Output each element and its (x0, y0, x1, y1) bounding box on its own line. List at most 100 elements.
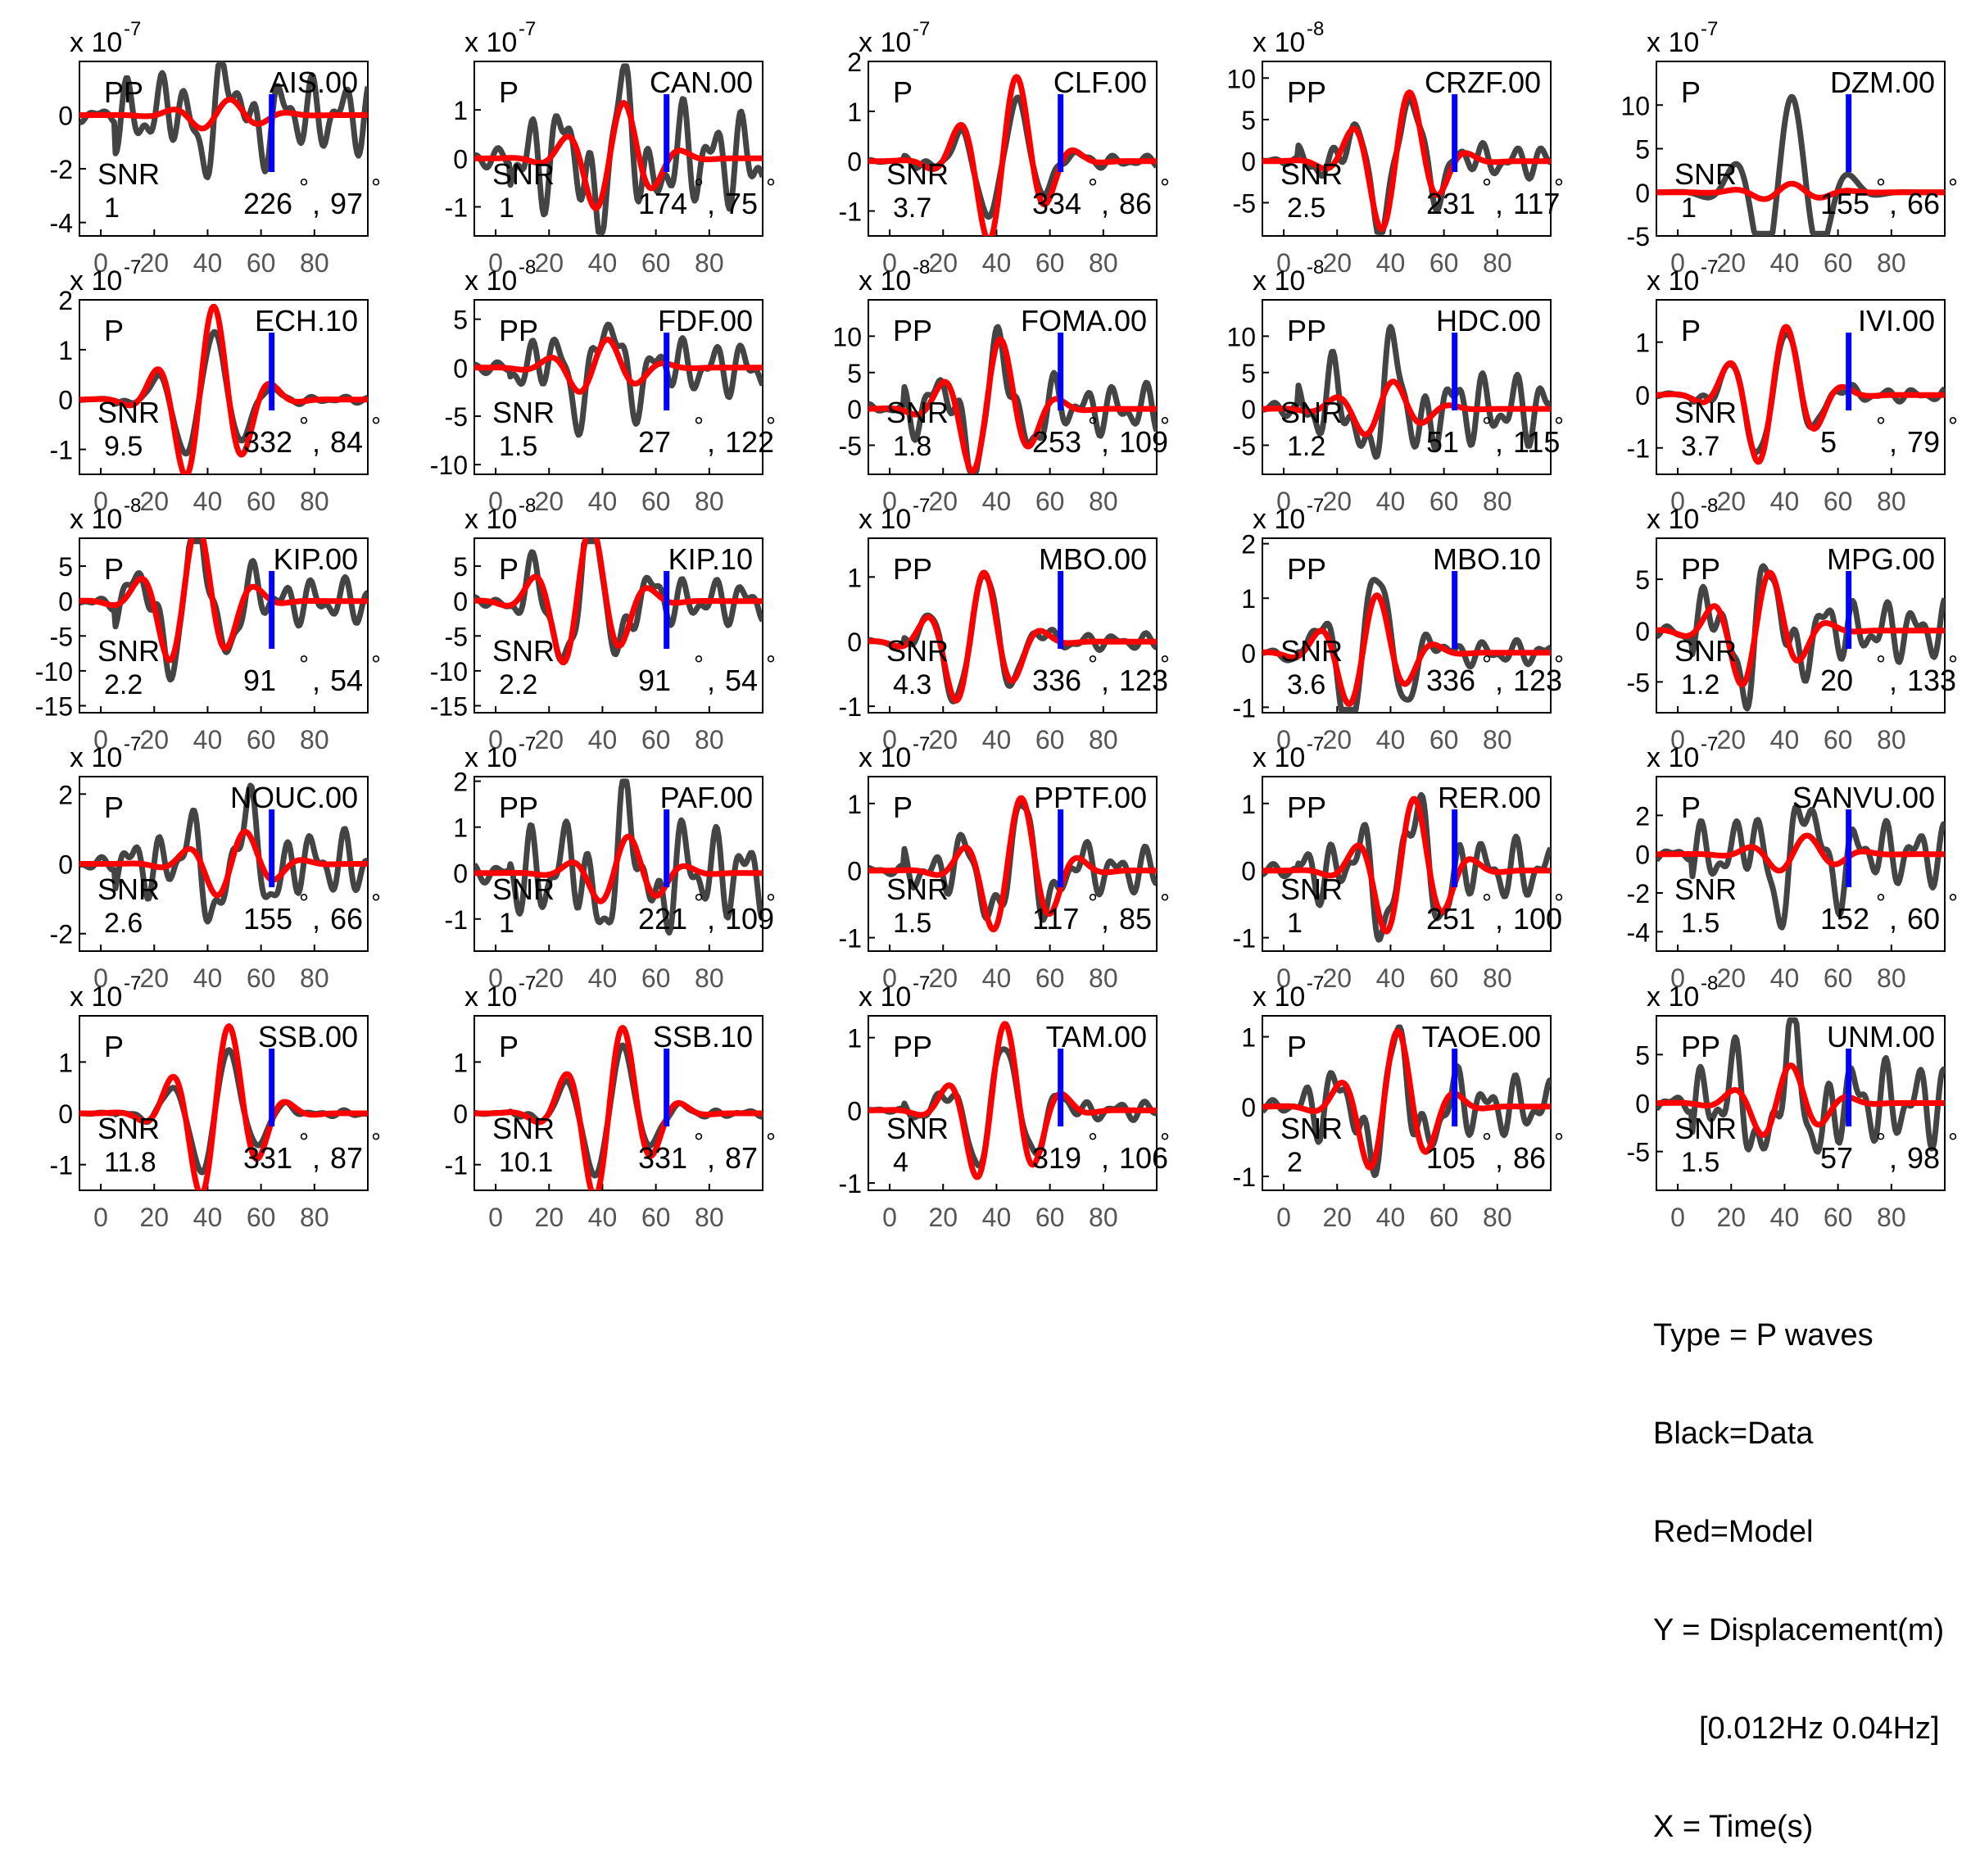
x-tick-label: 60 (1035, 487, 1065, 516)
axes-frame (473, 1015, 763, 1191)
distance-value: 97 (330, 187, 363, 220)
y-exponent-label: x 10 (464, 27, 517, 58)
y-exponent-label: x 10 (859, 504, 911, 535)
x-tick-label: 20 (928, 248, 958, 278)
snr-value: 1.8 (893, 431, 931, 462)
x-tick-label: 0 (1276, 963, 1291, 993)
azimuth-value: 332 (243, 425, 292, 459)
y-tick-label: -1 (839, 924, 862, 954)
separator: , (1101, 425, 1109, 459)
azimuth-value: 51 (1426, 425, 1459, 459)
x-tick-label: 20 (928, 963, 958, 993)
phase-label: P (1287, 1030, 1307, 1063)
x-tick-label: 20 (139, 1203, 169, 1232)
separator: , (312, 187, 320, 220)
y-exponent-label: x 10 (70, 27, 122, 58)
phase-label: PP (1287, 791, 1326, 824)
x-tick-label: 20 (1716, 963, 1746, 993)
degree-symbol: ° (694, 890, 704, 917)
x-tick-label: 80 (1089, 487, 1118, 516)
model-trace (1656, 180, 1945, 202)
y-exponent-label: x 10 (1647, 27, 1699, 58)
x-tick-label: 60 (247, 725, 276, 754)
degree-symbol: ° (1876, 651, 1886, 678)
y-tick-label: 0 (1635, 179, 1650, 208)
x-tick-label: 40 (193, 963, 223, 993)
x-tick-label: 40 (1770, 248, 1800, 278)
degree-symbol: ° (1876, 1129, 1886, 1156)
x-tick-label: 40 (193, 248, 223, 278)
y-exponent-value: -7 (124, 733, 141, 755)
y-tick-label: -1 (839, 1169, 862, 1199)
x-tick-label: 60 (641, 487, 671, 516)
separator: , (707, 425, 715, 459)
y-exponent-value: -8 (1701, 972, 1718, 995)
separator: , (312, 664, 320, 697)
degree-symbol: ° (1482, 413, 1492, 440)
axes-frame (1262, 776, 1552, 952)
x-tick-label: 60 (1035, 1203, 1065, 1232)
degree-symbol: ° (1088, 413, 1098, 440)
snr-label: SNR (492, 396, 555, 429)
distance-value: 123 (1513, 664, 1562, 697)
x-tick-label: 20 (534, 1203, 564, 1232)
y-tick-label: 1 (847, 1024, 862, 1054)
model-trace (474, 833, 763, 904)
x-tick-label: 40 (982, 487, 1012, 516)
y-tick-label: 1 (1241, 790, 1256, 819)
axes-frame (1656, 299, 1946, 475)
y-exponent-value: -7 (1307, 495, 1324, 517)
axes-frame (79, 537, 369, 714)
station-label: TAOE.00 (1422, 1020, 1541, 1054)
separator: , (1101, 664, 1109, 697)
distance-value: 109 (1119, 425, 1168, 459)
station-label: TAM.00 (1046, 1020, 1147, 1054)
x-tick-label: 20 (1716, 487, 1746, 516)
x-tick-label: 0 (488, 963, 503, 993)
model-trace (474, 1025, 763, 1190)
x-tick-label: 40 (982, 1203, 1012, 1232)
x-tick-label: 40 (982, 248, 1012, 278)
y-tick-label: -5 (1627, 668, 1650, 697)
data-trace (474, 778, 763, 936)
x-tick-label: 60 (247, 248, 276, 278)
y-tick-label: 0 (1635, 381, 1650, 410)
axes-frame (79, 61, 369, 237)
y-tick-label: 0 (58, 386, 73, 415)
y-exponent-value: -7 (519, 18, 536, 40)
degree-symbol: ° (299, 413, 309, 440)
x-tick-label: 80 (1877, 487, 1906, 516)
x-tick-label: 80 (1877, 1203, 1906, 1232)
axes-frame (868, 1015, 1158, 1191)
axes-frame (473, 537, 763, 714)
x-tick-label: 40 (1376, 963, 1406, 993)
snr-label: SNR (1280, 634, 1343, 668)
x-tick-label: 0 (488, 487, 503, 516)
y-exponent-label: x 10 (1647, 265, 1699, 297)
y-tick-label: 5 (1241, 106, 1256, 135)
axes-frame (868, 537, 1158, 714)
y-exponent-value: -7 (124, 18, 141, 40)
separator: , (312, 902, 320, 936)
snr-value: 1 (1287, 908, 1303, 939)
y-exponent-label: x 10 (70, 504, 122, 535)
y-tick-label: -2 (50, 155, 73, 184)
y-exponent-label: x 10 (1647, 742, 1699, 773)
y-exponent-label: x 10 (70, 742, 122, 773)
x-tick-label: 20 (928, 725, 958, 754)
station-label: IVI.00 (1858, 304, 1935, 338)
snr-label: SNR (1674, 157, 1737, 191)
station-label: HDC.00 (1436, 304, 1541, 338)
distance-value: 75 (725, 187, 758, 220)
degree-symbol: ° (1554, 413, 1564, 440)
y-tick-label: 0 (1241, 639, 1256, 668)
degree-symbol: ° (1948, 651, 1958, 678)
y-exponent-value: -8 (1701, 495, 1718, 517)
legend-type: Type = P waves (1653, 1318, 1874, 1353)
snr-value: 2.2 (104, 669, 143, 700)
